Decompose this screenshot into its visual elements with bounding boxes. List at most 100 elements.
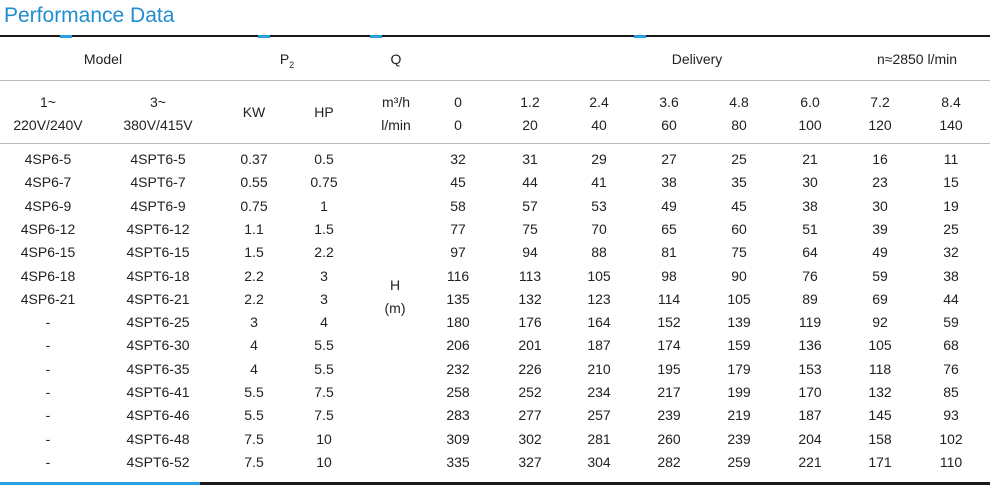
table-cell: 5.5	[314, 337, 334, 353]
header-flow-lmin: 100	[798, 117, 822, 133]
table-cell: 30	[872, 198, 888, 214]
table-cell: 152	[657, 314, 681, 330]
head-label-h: H	[389, 277, 401, 293]
header-flow-m3h: 2.4	[589, 94, 609, 110]
table-cell: 123	[587, 291, 611, 307]
table-cell: 239	[657, 407, 681, 423]
table-cell: 75	[522, 221, 538, 237]
table-cell: 4SPT6-7	[130, 174, 186, 190]
table-cell: 217	[657, 384, 681, 400]
header-flow-lmin: 80	[731, 117, 747, 133]
table-cell: 0.55	[240, 174, 268, 190]
table-cell: 4SPT6-52	[126, 454, 190, 470]
table-cell: 239	[727, 431, 751, 447]
table-cell: 81	[661, 244, 677, 260]
table-cell: 4SP6-18	[20, 268, 76, 284]
header-flow-m3h: 0	[454, 94, 462, 110]
table-cell: 282	[657, 454, 681, 470]
table-cell: 232	[446, 361, 470, 377]
table-cell: 10	[316, 431, 332, 447]
table-cell: 75	[731, 244, 747, 260]
table-cell: 302	[518, 431, 542, 447]
table-cell: 15	[943, 174, 959, 190]
table-cell: 98	[661, 268, 677, 284]
table-cell: 27	[661, 151, 677, 167]
table-cell: 49	[872, 244, 888, 260]
header-phase1-top: 1~	[40, 94, 56, 110]
table-cell: 31	[522, 151, 538, 167]
top-rule-accent	[60, 35, 72, 38]
table-cell: 4SP6-9	[24, 198, 72, 214]
table-cell: 4SPT6-5	[130, 151, 186, 167]
table-cell: 105	[727, 291, 751, 307]
table-cell: 7.5	[244, 431, 264, 447]
table-cell: 201	[518, 337, 542, 353]
top-rule	[0, 35, 990, 37]
table-cell: 93	[943, 407, 959, 423]
header-flow-m3h: 1.2	[520, 94, 540, 110]
header-flow-m3h: 3.6	[659, 94, 679, 110]
table-cell: 204	[798, 431, 822, 447]
table-cell: 59	[943, 314, 959, 330]
table-cell: 49	[661, 198, 677, 214]
table-cell: 0.5	[314, 151, 334, 167]
table-cell: 60	[731, 221, 747, 237]
table-cell: 304	[587, 454, 611, 470]
table-cell: 259	[727, 454, 751, 470]
header-phase3-top: 3~	[150, 94, 166, 110]
header-model: Model	[83, 51, 123, 67]
table-cell: 35	[731, 174, 747, 190]
table-cell: 38	[943, 268, 959, 284]
table-cell: 210	[587, 361, 611, 377]
table-cell: 7.5	[314, 407, 334, 423]
table-cell: 29	[591, 151, 607, 167]
table-cell: 4SPT6-48	[126, 431, 190, 447]
table-cell: 41	[591, 174, 607, 190]
header-unit-lmin: l/min	[381, 117, 411, 133]
table-cell: 4SPT6-46	[126, 407, 190, 423]
page-title: Performance Data	[4, 4, 175, 27]
table-cell: 132	[868, 384, 892, 400]
table-cell: 199	[727, 384, 751, 400]
table-cell: 3	[320, 268, 328, 284]
table-cell: 5.5	[244, 384, 264, 400]
table-cell: 153	[798, 361, 822, 377]
table-cell: 4SPT6-9	[130, 198, 186, 214]
table-cell: 64	[802, 244, 818, 260]
table-cell: 4SPT6-25	[126, 314, 190, 330]
table-cell: 158	[868, 431, 892, 447]
table-cell: 0.75	[240, 198, 268, 214]
table-cell: 2.2	[244, 291, 264, 307]
table-cell: 114	[657, 291, 681, 307]
table-cell: 0.75	[310, 174, 338, 190]
table-cell: 7.5	[244, 454, 264, 470]
table-cell: 221	[798, 454, 822, 470]
table-cell: 44	[522, 174, 538, 190]
table-cell: 187	[798, 407, 822, 423]
table-cell: 4SP6-5	[24, 151, 72, 167]
table-cell: 116	[446, 268, 470, 284]
header-flow-lmin: 140	[939, 117, 963, 133]
table-cell: -	[45, 337, 51, 353]
header-divider	[0, 80, 990, 81]
table-cell: 45	[731, 198, 747, 214]
table-cell: 1.5	[244, 244, 264, 260]
table-cell: 76	[802, 268, 818, 284]
table-cell: 32	[450, 151, 466, 167]
head-label-unit: (m)	[384, 300, 406, 316]
table-cell: 2.2	[244, 268, 264, 284]
table-cell: -	[45, 384, 51, 400]
table-cell: 234	[587, 384, 611, 400]
table-cell: 4	[250, 361, 258, 377]
header-q: Q	[390, 51, 402, 67]
table-cell: 97	[450, 244, 466, 260]
table-cell: 260	[657, 431, 681, 447]
header-flow-lmin: 0	[454, 117, 462, 133]
table-cell: 1	[320, 198, 328, 214]
table-cell: 39	[872, 221, 888, 237]
table-cell: 25	[731, 151, 747, 167]
header-flow-lmin: 20	[522, 117, 538, 133]
table-cell: 102	[939, 431, 963, 447]
table-cell: 4SPT6-41	[126, 384, 190, 400]
table-cell: 159	[727, 337, 751, 353]
